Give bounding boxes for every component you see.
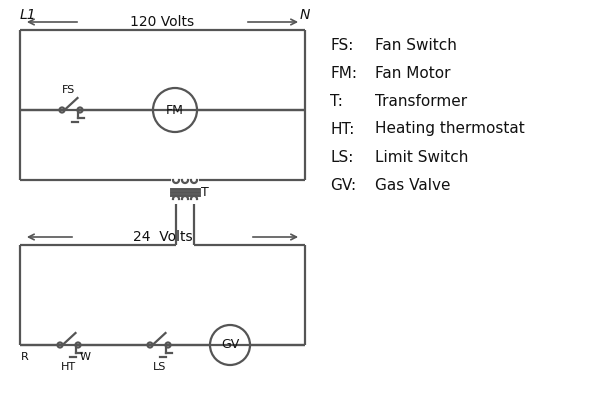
Text: GV: GV xyxy=(221,338,239,352)
Text: W: W xyxy=(80,352,91,362)
Text: FM: FM xyxy=(166,104,184,116)
Text: T:: T: xyxy=(330,94,343,108)
Text: Fan Motor: Fan Motor xyxy=(375,66,451,80)
Text: L1: L1 xyxy=(20,8,37,22)
Text: Transformer: Transformer xyxy=(375,94,467,108)
Text: FS:: FS: xyxy=(330,38,353,52)
Text: GV:: GV: xyxy=(330,178,356,192)
Text: Gas Valve: Gas Valve xyxy=(375,178,451,192)
Text: FS: FS xyxy=(62,85,76,95)
Text: Fan Switch: Fan Switch xyxy=(375,38,457,52)
Text: HT:: HT: xyxy=(330,122,355,136)
Text: T: T xyxy=(201,186,209,198)
Text: LS:: LS: xyxy=(330,150,353,164)
Text: Limit Switch: Limit Switch xyxy=(375,150,468,164)
Text: FM:: FM: xyxy=(330,66,357,80)
Text: 24  Volts: 24 Volts xyxy=(133,230,192,244)
Text: N: N xyxy=(300,8,310,22)
Text: 120 Volts: 120 Volts xyxy=(130,15,195,29)
Text: R: R xyxy=(21,352,29,362)
Text: HT: HT xyxy=(60,362,76,372)
Text: LS: LS xyxy=(153,362,167,372)
Text: Heating thermostat: Heating thermostat xyxy=(375,122,525,136)
